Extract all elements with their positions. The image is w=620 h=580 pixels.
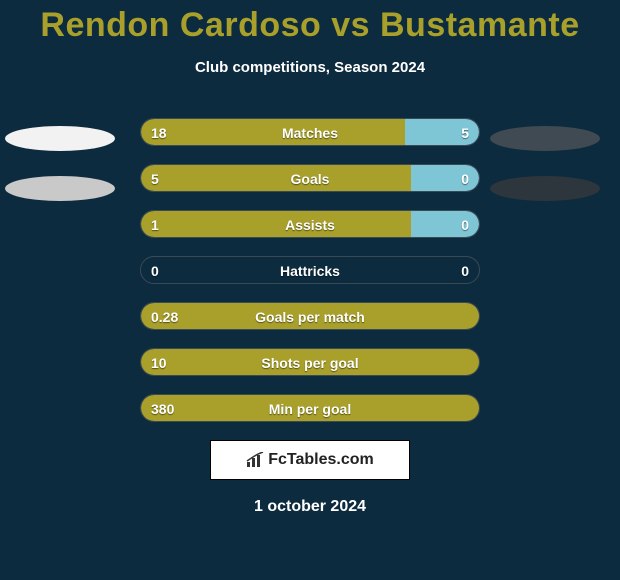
stat-label: Min per goal xyxy=(141,395,479,422)
player-badge-right xyxy=(490,176,600,201)
stats-area: 185Matches 50Goals 10Assists 00Hattricks 0.2… xyxy=(0,118,620,422)
stat-row: 0.28Goals per match xyxy=(140,302,480,330)
player-badge-left xyxy=(5,176,115,201)
page-title: Rendon Cardoso vs Bustamante xyxy=(0,0,620,45)
stat-label: Assists xyxy=(141,211,479,238)
footer-date: 1 october 2024 xyxy=(0,498,620,516)
stat-label: Matches xyxy=(141,119,479,146)
stat-label: Goals per match xyxy=(141,303,479,330)
stat-label: Hattricks xyxy=(141,257,479,284)
chart-icon xyxy=(246,452,266,468)
footer-brand-text: FcTables.com xyxy=(268,451,374,469)
player-badge-left xyxy=(5,126,115,151)
stat-row: 185Matches xyxy=(140,118,480,146)
stat-row: 380Min per goal xyxy=(140,394,480,422)
player-badge-right xyxy=(490,126,600,151)
stat-row: 10Assists xyxy=(140,210,480,238)
subtitle: Club competitions, Season 2024 xyxy=(0,59,620,76)
stat-label: Shots per goal xyxy=(141,349,479,376)
stat-row: 50Goals xyxy=(140,164,480,192)
stat-row: 00Hattricks xyxy=(140,256,480,284)
stat-row: 10Shots per goal xyxy=(140,348,480,376)
footer-brand: FcTables.com xyxy=(246,451,374,469)
footer-brand-box: FcTables.com xyxy=(210,440,410,480)
stat-label: Goals xyxy=(141,165,479,192)
